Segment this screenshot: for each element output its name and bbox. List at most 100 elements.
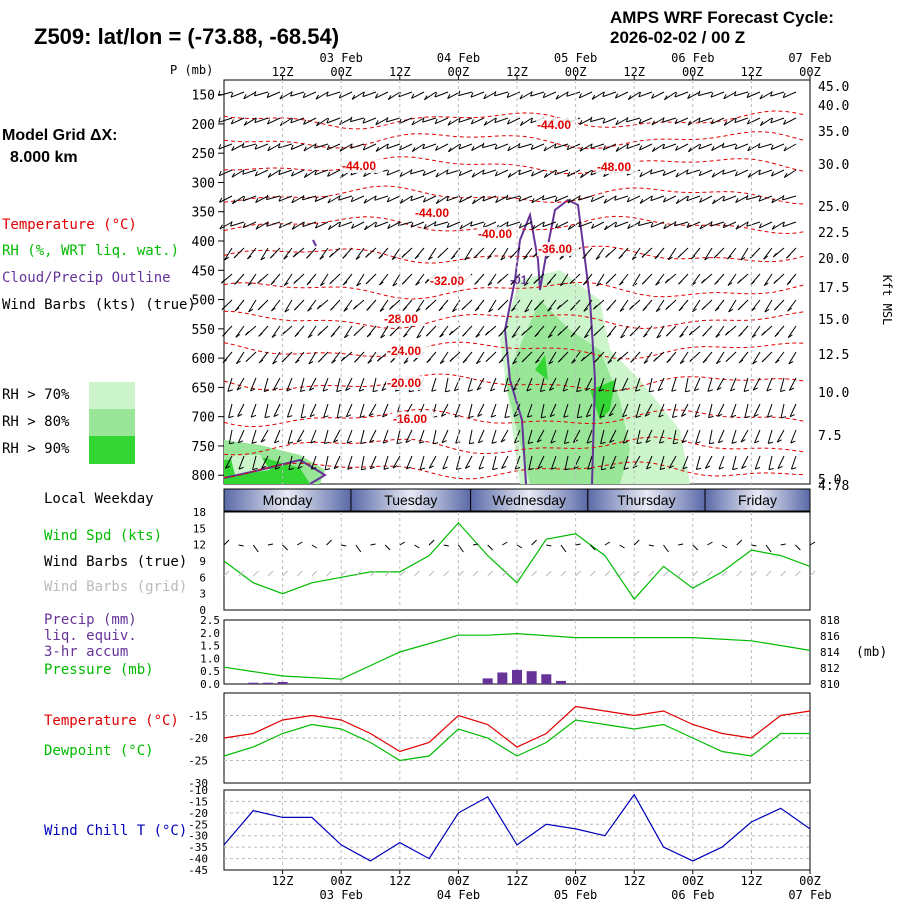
wind-barb <box>512 351 521 365</box>
wind-barb <box>590 143 605 149</box>
wind-barb <box>752 351 761 365</box>
wind-barb <box>326 91 341 97</box>
wind-barb <box>451 299 461 313</box>
hour-tick-label: 12Z <box>741 874 763 888</box>
wind-barb <box>367 351 377 364</box>
wind-barb <box>330 299 341 311</box>
wind-barb <box>401 247 413 258</box>
grid-wind-barb <box>326 570 332 577</box>
temperature-contours <box>223 110 805 480</box>
date-tick-label: 04 Feb <box>437 51 480 65</box>
grid-wind-barb <box>780 570 787 577</box>
surface-wind-barb <box>780 543 786 546</box>
weekday-label: Wednesday <box>492 492 566 508</box>
wind-barb <box>619 273 629 286</box>
wind-barb <box>350 195 365 203</box>
wind-barb <box>294 325 305 337</box>
contour-label-bg <box>429 274 471 288</box>
date-tick-label: 06 Feb <box>671 51 714 65</box>
wind-barb <box>323 403 329 418</box>
wind-barb <box>270 273 281 285</box>
wind-barb <box>521 351 533 363</box>
legend-rh: RH (%, WRT liq. wat.) <box>2 243 180 259</box>
surface-wind-barb <box>355 544 362 553</box>
wind-barb <box>754 429 761 444</box>
wind-barb <box>668 455 677 469</box>
wind-barb <box>618 247 629 259</box>
date-tick-label: 04 Feb <box>437 888 480 900</box>
wind-barb <box>459 221 473 230</box>
weekday-label: Monday <box>263 492 313 508</box>
wind-barb <box>556 299 569 310</box>
wind-barb <box>667 247 677 261</box>
precip-tick-label: 1.0 <box>200 652 220 665</box>
wind-barb <box>554 143 569 149</box>
wind-barb <box>269 247 281 259</box>
wind-barb <box>227 377 233 392</box>
wind-barb <box>710 91 725 98</box>
windspeed-tick-label: 0 <box>199 604 206 617</box>
wind-barb <box>307 299 317 312</box>
wind-barb <box>271 325 281 338</box>
wind-barb <box>563 429 570 444</box>
wind-barb <box>743 377 750 392</box>
wind-barb <box>675 169 689 178</box>
wind-barb <box>579 169 593 179</box>
wind-barb <box>590 116 605 123</box>
wind-barb <box>759 91 773 100</box>
kft-tick-label: 15.0 <box>818 313 849 328</box>
hour-tick-label: 12Z <box>506 65 528 79</box>
precip-bar <box>512 669 522 684</box>
wind-barb <box>437 247 449 259</box>
windchill-panel-label: Wind Chill T (°C) <box>44 823 188 839</box>
wind-barb <box>351 91 365 100</box>
wind-barb <box>233 247 245 259</box>
wind-barb <box>303 117 317 125</box>
wind-barb <box>567 195 581 204</box>
wind-barb <box>293 299 305 311</box>
wind-barb <box>327 195 341 204</box>
wind-barb <box>363 221 377 231</box>
grid-wind-barb <box>238 570 245 577</box>
rh-shading <box>224 270 690 484</box>
wind-barb <box>231 195 245 205</box>
wind-barb <box>482 169 497 175</box>
wind-barb <box>694 403 701 418</box>
wind-barb <box>521 325 533 336</box>
wind-barb <box>614 221 629 228</box>
wind-barb <box>464 247 473 261</box>
wind-barb <box>425 299 437 310</box>
wind-barb <box>642 299 653 311</box>
surface-wind-barb <box>267 543 274 546</box>
wind-barb <box>455 455 462 470</box>
wind-barb <box>283 247 293 260</box>
wind-barb <box>231 143 245 152</box>
grid-wind-barb <box>370 570 376 577</box>
precip-bar <box>262 682 273 684</box>
wind-barb <box>245 325 257 336</box>
wind-barb <box>255 195 269 204</box>
wind-barb <box>446 221 461 228</box>
wind-barb <box>605 247 617 258</box>
wind-barb <box>428 455 437 469</box>
wind-barb <box>511 299 521 312</box>
kft-tick-label: 7.5 <box>818 429 841 444</box>
grid-wind-barb <box>794 570 801 577</box>
wind-barb <box>475 351 485 365</box>
wind-barb <box>787 299 797 312</box>
wind-barb <box>717 429 725 444</box>
wind-barb <box>291 221 305 230</box>
wind-barb <box>236 377 245 391</box>
wind-barb <box>332 429 341 443</box>
wind-barb <box>779 377 786 392</box>
pressure-tick-label: 750 <box>192 440 215 455</box>
temperature-tick-label: -20 <box>188 732 208 745</box>
pressure-tick-label: 700 <box>192 411 215 426</box>
grid-wind-barb <box>472 570 479 577</box>
wind-barb <box>786 247 797 259</box>
surface-wind-barb <box>414 544 420 549</box>
wind-barb <box>651 91 665 99</box>
wind-barb <box>230 91 245 98</box>
hour-tick-label: 00Z <box>565 65 587 79</box>
wind-barb <box>281 325 293 336</box>
